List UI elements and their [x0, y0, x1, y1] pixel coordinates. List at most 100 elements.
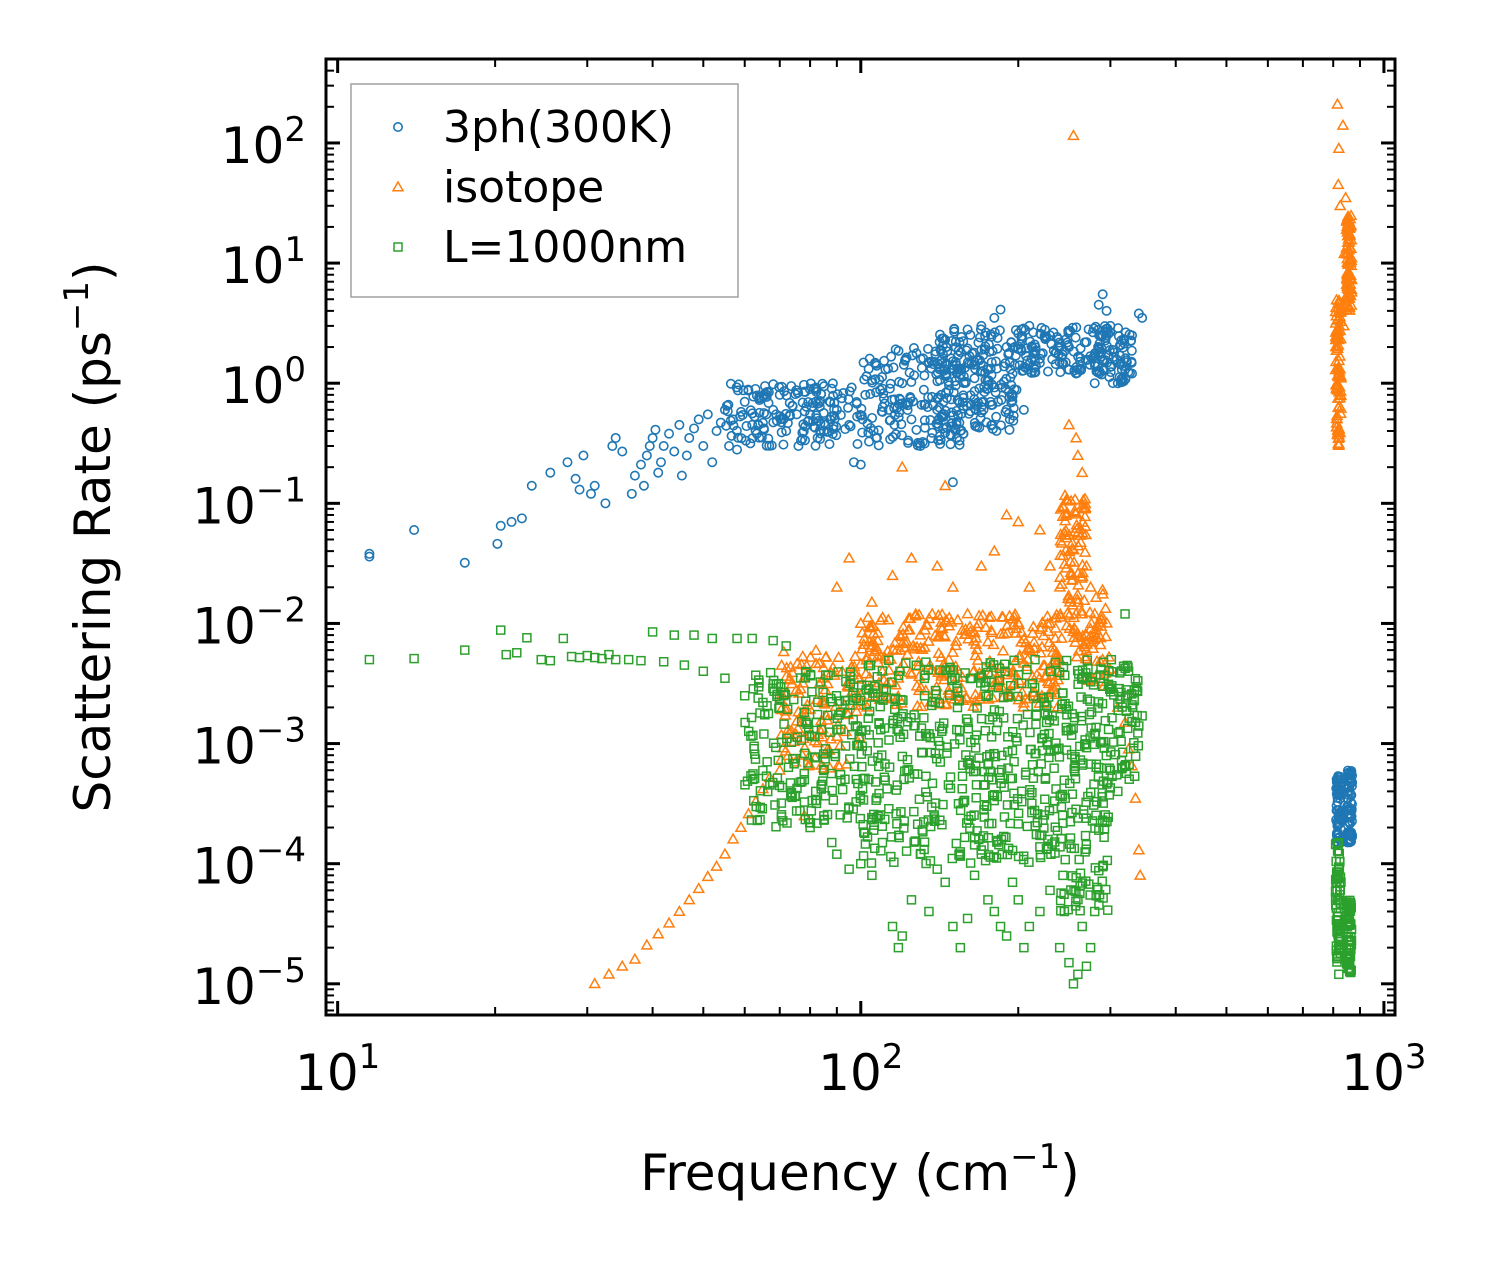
l-1000nm-point: [856, 680, 867, 690]
isotope-point: [792, 686, 806, 698]
l-1000nm-point: [796, 717, 807, 727]
3ph-300k--point: [787, 401, 798, 412]
3ph-300k--point: [1097, 289, 1108, 300]
y-tick-label: 102: [221, 110, 306, 175]
isotope-point: [939, 613, 953, 625]
l-1000nm-point: [829, 748, 840, 759]
isotope-point: [779, 708, 792, 720]
3ph-300k--point: [526, 480, 537, 491]
isotope-point: [1056, 509, 1070, 521]
l-1000nm-point: [772, 691, 782, 702]
isotope-point: [886, 569, 899, 581]
l-1000nm-point: [945, 783, 956, 794]
l-1000nm-point: [1083, 791, 1093, 802]
isotope-point: [918, 640, 931, 652]
l-1000nm-point: [669, 630, 680, 640]
isotope-point: [979, 621, 993, 633]
isotope-point: [602, 967, 616, 979]
isotope-point: [1088, 607, 1101, 619]
l-1000nm-point: [1035, 852, 1046, 863]
isotope-point: [1069, 431, 1083, 443]
isotope-point: [910, 640, 924, 652]
isotope-point: [798, 741, 812, 753]
l-1000nm-point: [820, 754, 830, 764]
isotope-point: [1333, 422, 1346, 434]
3ph-300k--point: [909, 370, 920, 381]
3ph-300k--point: [990, 356, 1001, 367]
l-1000nm-point: [1133, 741, 1144, 751]
l-1000nm-point: [776, 798, 787, 808]
3ph-300k--point: [1101, 305, 1112, 316]
3ph-300k--point: [954, 439, 965, 450]
l-1000nm-point: [940, 877, 950, 888]
y-tick-label: 101: [221, 230, 306, 295]
l-1000nm-point: [574, 652, 585, 663]
3ph-300k--point: [650, 424, 661, 435]
isotope-point: [1056, 499, 1069, 511]
l-1000nm-point: [1108, 737, 1119, 747]
3ph-300k--point: [364, 548, 375, 559]
l-1000nm-point: [924, 906, 934, 917]
l-1000nm-point: [957, 771, 968, 781]
l-1000nm-point: [894, 726, 904, 736]
isotope-point: [1094, 619, 1108, 631]
l-1000nm-point: [835, 810, 845, 820]
3ph-300k--point: [1006, 337, 1017, 348]
l-1000nm-point: [942, 748, 952, 758]
l-1000nm-point: [1057, 810, 1068, 821]
l-1000nm-point: [945, 772, 956, 782]
isotope-point: [1331, 342, 1344, 354]
isotope-point: [777, 645, 791, 657]
isotope-point: [1083, 605, 1097, 617]
l-1000nm-point: [844, 803, 854, 814]
l-1000nm-point: [962, 913, 973, 924]
l-1000nm-point: [874, 718, 884, 728]
l-1000nm-point: [840, 774, 850, 785]
isotope-point: [1000, 508, 1013, 520]
l-1000nm-point: [925, 732, 935, 743]
y-tick-labels: 10−5 10−4 10−3 10−2 10−1 100 101 102: [192, 110, 306, 1016]
l-1000nm-point: [1334, 862, 1344, 872]
isotope-point: [1066, 598, 1080, 610]
l-1000nm-point: [894, 832, 904, 843]
isotope-point: [984, 609, 998, 622]
l-1000nm-point: [658, 656, 669, 667]
l-1000nm-point: [769, 686, 779, 696]
l-1000nm-point: [994, 676, 1005, 686]
3ph-300k--point: [1088, 323, 1099, 334]
l-1000nm-point: [1117, 762, 1128, 773]
l-1000nm-point: [952, 686, 963, 696]
l-1000nm-point: [985, 766, 995, 777]
3ph-300k--point: [865, 389, 876, 400]
l-1000nm-point: [1024, 857, 1034, 867]
l-1000nm-point: [1102, 905, 1113, 915]
3ph-300k--point: [873, 425, 884, 436]
isotope-point: [1329, 355, 1343, 367]
l-1000nm-point: [1085, 942, 1096, 953]
l-1000nm-point: [1343, 944, 1354, 954]
l-1000nm-point: [979, 805, 989, 815]
3ph-300k--point: [832, 389, 843, 400]
l-1000nm-point: [1334, 873, 1344, 883]
isotope-point: [813, 656, 826, 668]
3ph-300k--point: [887, 431, 898, 442]
3ph-300k--point: [954, 372, 965, 383]
isotope-point: [726, 832, 740, 844]
l-1000nm-point: [893, 942, 904, 953]
l-1000nm-point: [610, 654, 621, 665]
l-1000nm-point: [866, 858, 877, 868]
isotope-point: [990, 676, 1004, 688]
3ph-300k--point: [1092, 361, 1103, 372]
l-1000nm-point: [974, 673, 985, 683]
isotope-point: [903, 666, 917, 678]
l-1000nm-point: [1013, 851, 1024, 862]
legend-box: [350, 83, 739, 298]
3ph-300k--point: [990, 387, 1001, 398]
l-1000nm-point: [749, 773, 760, 784]
isotope-point: [1336, 118, 1350, 130]
l-1000nm-point: [886, 851, 896, 862]
3ph-300k--point: [828, 390, 839, 401]
isotope-point: [780, 661, 793, 673]
3ph-300k--point: [885, 434, 896, 445]
l-1000nm-point: [970, 734, 980, 745]
